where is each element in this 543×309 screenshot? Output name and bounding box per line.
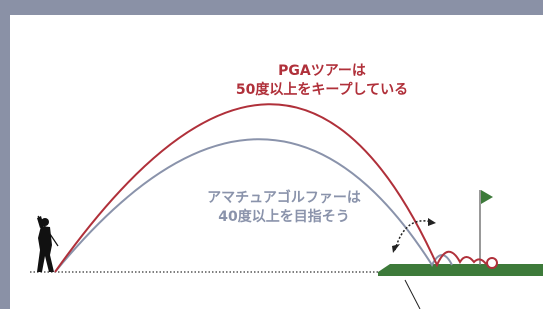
background: [0, 0, 543, 309]
pga-text-2: 50度以上をキープしている: [236, 81, 408, 98]
amateur-text-2: 40度以上を目指そう: [218, 208, 349, 225]
green: [378, 264, 543, 276]
ball: [487, 258, 497, 268]
amateur-text-1: アマチュアゴルファーは: [207, 189, 361, 206]
frame-left: [0, 0, 10, 309]
frame-top: [0, 0, 543, 15]
diagram: PGAツアーは 50度以上をキープしている アマチュアゴルファーは 40度以上を…: [0, 0, 543, 309]
pga-text-1: PGAツアーは: [278, 63, 366, 79]
